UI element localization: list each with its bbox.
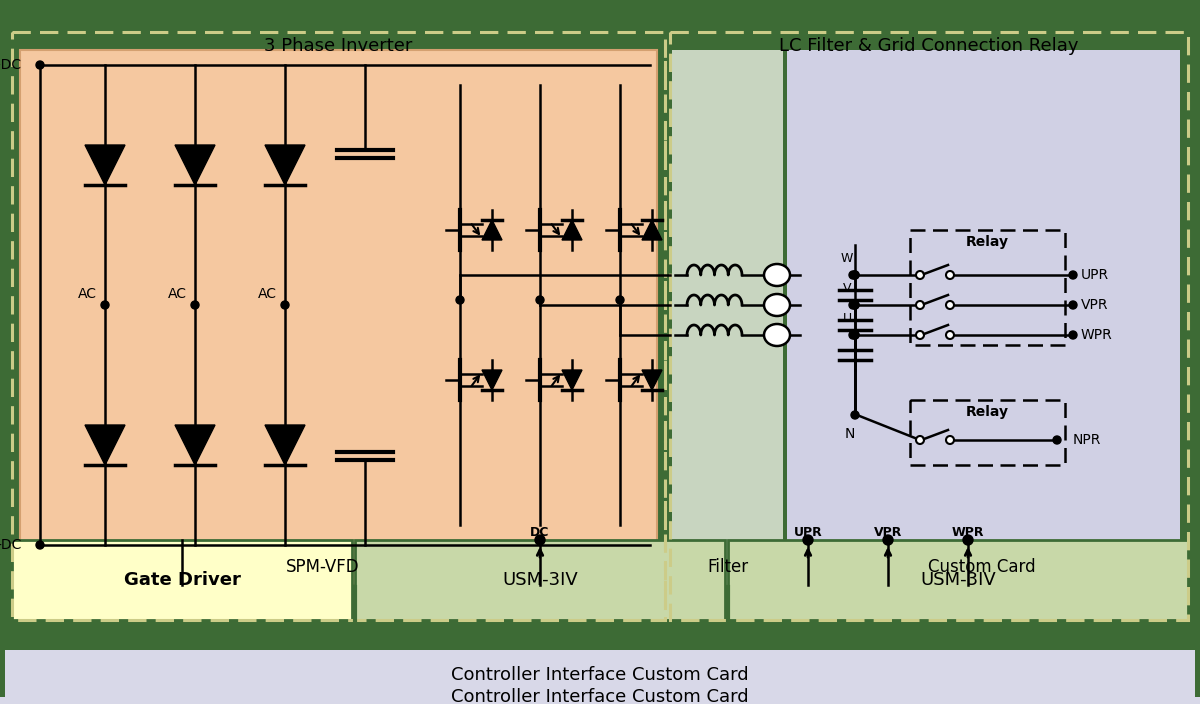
Bar xyxy=(12,32,665,620)
Bar xyxy=(5,650,1195,700)
Polygon shape xyxy=(562,220,582,240)
Circle shape xyxy=(101,301,109,309)
Text: VPR: VPR xyxy=(874,525,902,539)
Ellipse shape xyxy=(764,324,790,346)
Text: Custom Card: Custom Card xyxy=(928,558,1036,576)
Circle shape xyxy=(946,271,954,279)
Text: AC: AC xyxy=(168,287,187,301)
Polygon shape xyxy=(482,370,502,390)
Circle shape xyxy=(1069,331,1078,339)
Bar xyxy=(787,50,1180,585)
Circle shape xyxy=(916,436,924,444)
Circle shape xyxy=(456,296,464,304)
Text: DC: DC xyxy=(530,525,550,539)
Text: AC: AC xyxy=(78,287,97,301)
Text: 3 Phase Inverter: 3 Phase Inverter xyxy=(264,37,413,55)
Text: W: W xyxy=(841,252,853,265)
Bar xyxy=(12,540,352,620)
Circle shape xyxy=(946,331,954,339)
Circle shape xyxy=(851,271,859,279)
Circle shape xyxy=(281,301,289,309)
Circle shape xyxy=(946,436,954,444)
Circle shape xyxy=(851,301,859,309)
Circle shape xyxy=(850,301,857,309)
Text: AC: AC xyxy=(258,287,277,301)
Polygon shape xyxy=(85,145,125,185)
Circle shape xyxy=(851,271,859,279)
Ellipse shape xyxy=(764,264,790,286)
Text: SPM-VFD: SPM-VFD xyxy=(286,558,359,576)
Circle shape xyxy=(916,331,924,339)
Circle shape xyxy=(964,535,973,545)
Circle shape xyxy=(883,535,893,545)
Bar xyxy=(670,32,1188,620)
Text: Gate Driver: Gate Driver xyxy=(124,571,240,589)
Polygon shape xyxy=(642,220,662,240)
Circle shape xyxy=(916,301,924,309)
Circle shape xyxy=(803,535,814,545)
Text: Relay: Relay xyxy=(966,235,1009,249)
Circle shape xyxy=(851,411,859,419)
Polygon shape xyxy=(562,370,582,390)
Circle shape xyxy=(851,301,859,309)
Circle shape xyxy=(616,296,624,304)
Text: Controller Interface Custom Card: Controller Interface Custom Card xyxy=(451,688,749,704)
Circle shape xyxy=(916,271,924,279)
Ellipse shape xyxy=(764,294,790,316)
Polygon shape xyxy=(175,425,215,465)
Polygon shape xyxy=(482,220,502,240)
Polygon shape xyxy=(265,425,305,465)
Text: Controller Interface Custom Card: Controller Interface Custom Card xyxy=(451,666,749,684)
Circle shape xyxy=(851,331,859,339)
Bar xyxy=(672,50,784,585)
Text: N: N xyxy=(845,427,856,441)
Circle shape xyxy=(1054,436,1061,444)
Text: USM-3IV: USM-3IV xyxy=(920,571,996,589)
Text: V: V xyxy=(842,282,851,295)
Circle shape xyxy=(36,61,44,69)
Bar xyxy=(910,230,1066,345)
Text: WPR: WPR xyxy=(1081,328,1112,342)
Bar xyxy=(910,400,1066,465)
Circle shape xyxy=(851,331,859,339)
Circle shape xyxy=(1069,271,1078,279)
Text: -DC: -DC xyxy=(0,538,22,552)
Circle shape xyxy=(536,296,544,304)
Circle shape xyxy=(1069,301,1078,309)
Text: Relay: Relay xyxy=(966,405,1009,419)
Polygon shape xyxy=(265,145,305,185)
Polygon shape xyxy=(642,370,662,390)
Text: VPR: VPR xyxy=(1081,298,1109,312)
Polygon shape xyxy=(175,145,215,185)
Text: U: U xyxy=(842,312,852,325)
Circle shape xyxy=(36,541,44,549)
Text: NPR: NPR xyxy=(1073,433,1102,447)
Text: USM-3IV: USM-3IV xyxy=(502,571,578,589)
Text: UPR: UPR xyxy=(793,525,822,539)
Text: UPR: UPR xyxy=(1081,268,1109,282)
Circle shape xyxy=(191,301,199,309)
Circle shape xyxy=(946,301,954,309)
Text: Filter: Filter xyxy=(707,558,748,576)
Bar xyxy=(5,695,1195,699)
Circle shape xyxy=(850,271,857,279)
Bar xyxy=(728,540,1188,620)
Text: WPR: WPR xyxy=(952,525,984,539)
Text: +DC: +DC xyxy=(0,58,22,72)
Bar xyxy=(0,697,1200,704)
Circle shape xyxy=(850,331,857,339)
Circle shape xyxy=(535,535,545,545)
Bar xyxy=(20,50,658,585)
Polygon shape xyxy=(85,425,125,465)
Bar xyxy=(355,540,725,620)
Text: LC Filter & Grid Connection Relay: LC Filter & Grid Connection Relay xyxy=(779,37,1079,55)
